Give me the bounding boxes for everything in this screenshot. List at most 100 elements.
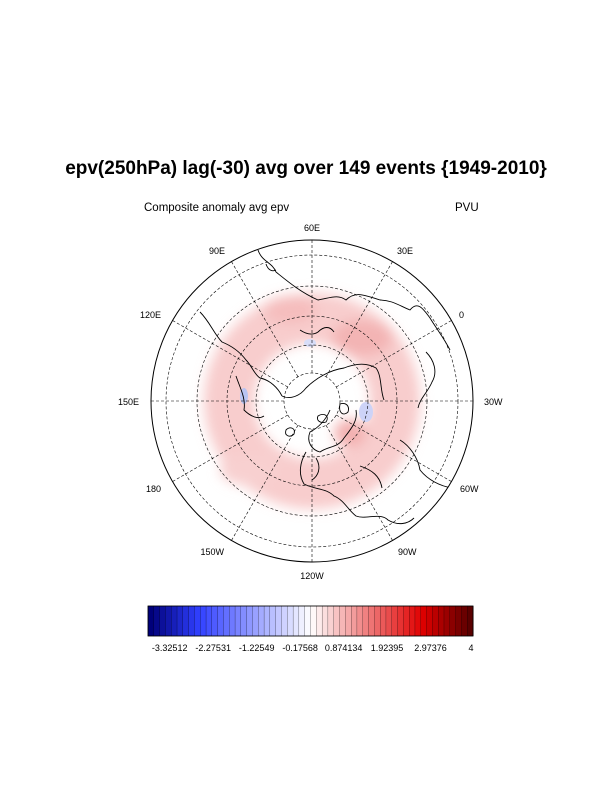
colorbar-box: [368, 605, 375, 637]
left-subtitle: Composite anomaly avg epv: [144, 202, 290, 214]
meridian-line: [231, 261, 299, 377]
colorbar-box: [409, 605, 416, 637]
colorbar-box: [351, 605, 358, 637]
colorbar-box: [327, 605, 335, 637]
colorbar-box: [159, 605, 166, 637]
colorbar-box: [304, 605, 312, 637]
colorbar-labels: -3.32512 -2.27531 -1.22549 -0.17568 0.874134…: [152, 643, 474, 653]
colorbar-box: [310, 605, 317, 637]
positive-anomaly-patch: [220, 454, 280, 486]
colorbar-box: [287, 605, 294, 637]
colorbar-box: [258, 605, 265, 637]
colorbar-box: [200, 605, 207, 637]
colorbar-box: [345, 605, 352, 637]
colorbar-box: [391, 605, 399, 637]
colorbar-box: [461, 605, 468, 637]
positive-anomaly-patch: [334, 419, 366, 447]
lon-label-60e: 60E: [304, 223, 320, 233]
colorbar-box: [194, 605, 201, 637]
colorbar-box: [403, 605, 410, 637]
colorbar-box: [153, 605, 161, 637]
colorbar-box: [147, 605, 155, 637]
colorbar-box: [298, 605, 306, 637]
colorbar-label: -0.17568: [282, 643, 318, 653]
negative-anomaly-patch: [304, 339, 316, 347]
lon-label-150w: 150W: [200, 547, 224, 557]
colorbar-box: [252, 605, 259, 637]
colorbar-box: [281, 605, 288, 637]
colorbar-box: [385, 605, 393, 637]
colorbar-label: 4: [468, 643, 473, 653]
colorbar-boxes: [147, 605, 474, 637]
colorbar-box: [275, 605, 283, 637]
meridian-line: [231, 425, 299, 541]
colorbar-box: [246, 605, 253, 637]
colorbar-box: [316, 605, 323, 637]
colorbar-box: [443, 605, 451, 637]
coastlines: [199, 249, 453, 525]
negative-anomaly-patch: [359, 402, 373, 422]
positive-anomaly-patch: [332, 320, 392, 356]
meridian-line: [336, 414, 452, 482]
colorbar-box: [182, 605, 190, 637]
colorbar-box: [420, 605, 428, 637]
colorbar-box: [171, 605, 178, 637]
colorbar-box: [467, 605, 474, 637]
colorbar-label: 1.92395: [371, 643, 404, 653]
colorbar-label: 2.97376: [414, 643, 447, 653]
colorbar-label: -1.22549: [239, 643, 275, 653]
colorbar-box: [263, 605, 271, 637]
units-label: PVU: [455, 202, 479, 214]
colorbar-box: [362, 605, 370, 637]
colorbar-box: [269, 605, 277, 637]
longitude-labels: 60E 30E 0 30W 60W 90W 120W 150W 180 150E…: [118, 223, 503, 581]
colorbar-box: [438, 605, 445, 637]
lon-label-30e: 30E: [397, 246, 413, 256]
lon-label-120e: 120E: [140, 310, 161, 320]
colorbar-box: [234, 605, 242, 637]
meridians: [151, 240, 473, 562]
meridian-line: [172, 320, 288, 388]
colorbar-box: [426, 605, 433, 637]
plot-title: epv(250hPa) lag(-30) avg over 149 events…: [65, 158, 547, 179]
lon-label-150e: 150E: [118, 397, 139, 407]
colorbar-box: [165, 605, 172, 637]
colorbar-box: [356, 605, 364, 637]
colorbar-box: [211, 605, 219, 637]
latitude-circle: [283, 372, 341, 430]
meridian-line: [336, 320, 452, 388]
meridian-line: [325, 261, 393, 377]
colorbar-box: [188, 605, 195, 637]
lon-label-60w: 60W: [460, 484, 479, 494]
colorbar-box: [432, 605, 439, 637]
anomaly-field: [204, 293, 421, 509]
graticule: [151, 240, 473, 562]
colorbar-box: [339, 605, 346, 637]
colorbar-label: 0.874134: [325, 643, 363, 653]
colorbar-box: [292, 605, 300, 637]
positive-anomaly-patch: [264, 296, 316, 324]
colorbar: -3.32512 -2.27531 -1.22549 -0.17568 0.874134…: [147, 605, 474, 653]
lon-label-180: 180: [146, 484, 161, 494]
colorbar-box: [223, 605, 230, 637]
meridian-line: [325, 425, 393, 541]
colorbar-box: [455, 605, 462, 637]
lon-label-30w: 30W: [484, 397, 503, 407]
colorbar-box: [397, 605, 404, 637]
lon-label-120w: 120W: [300, 571, 324, 581]
lon-label-0: 0: [459, 310, 464, 320]
meridian-line: [172, 414, 288, 482]
colorbar-box: [229, 605, 236, 637]
colorbar-frame: [147, 605, 474, 637]
colorbar-box: [176, 605, 184, 637]
colorbar-box: [333, 605, 341, 637]
colorbar-box: [217, 605, 224, 637]
colorbar-box: [240, 605, 248, 637]
lon-label-90e: 90E: [209, 246, 225, 256]
colorbar-box: [414, 605, 422, 637]
colorbar-label: -3.32512: [152, 643, 188, 653]
colorbar-box: [321, 605, 329, 637]
map-boundary: [150, 239, 474, 563]
lon-label-90w: 90W: [398, 547, 417, 557]
